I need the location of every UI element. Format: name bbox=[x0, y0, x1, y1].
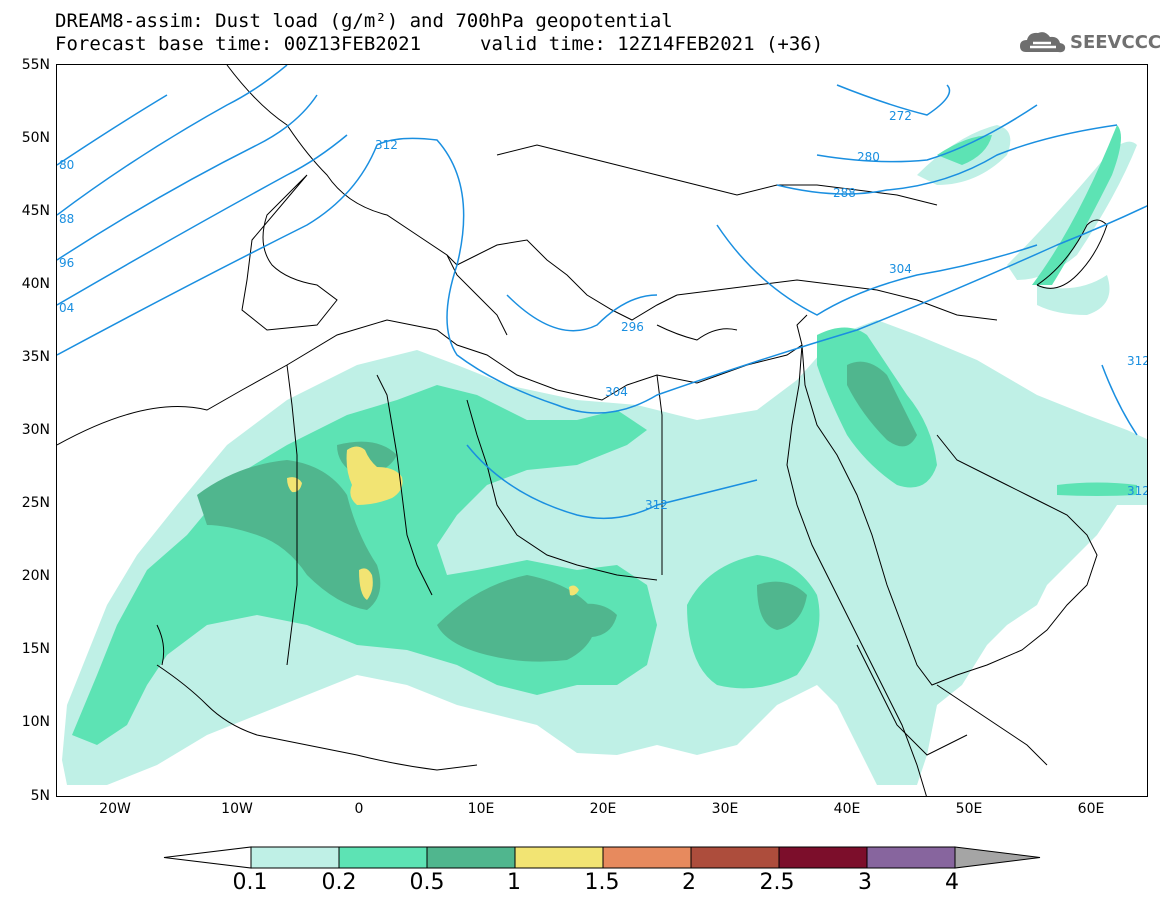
lat-label: 45N bbox=[21, 203, 50, 219]
contour-label: 288 bbox=[833, 186, 856, 200]
colorbar-segment bbox=[163, 846, 252, 869]
geopotential-contours bbox=[57, 65, 1147, 520]
lon-label: 10E bbox=[467, 801, 495, 817]
lon-label: 30E bbox=[711, 801, 739, 817]
colorbar-segment bbox=[426, 846, 516, 869]
colorbar-label: 0.5 bbox=[409, 870, 445, 895]
cloud-icon bbox=[1020, 32, 1066, 53]
colorbar-segment bbox=[250, 846, 340, 869]
colorbar-label: 3 bbox=[858, 870, 872, 895]
lon-label: 20E bbox=[589, 801, 617, 817]
lon-label: 10W bbox=[221, 801, 253, 817]
contour-label: 312 bbox=[1127, 354, 1148, 368]
logo-text: SEEVCCC bbox=[1070, 32, 1162, 53]
contour-label: 312 bbox=[375, 138, 398, 152]
contour-label: 04 bbox=[59, 301, 74, 315]
dust-layer-light bbox=[62, 125, 1147, 785]
map-area: 80 88 96 04 312 272 280 288 304 296 304 … bbox=[56, 64, 1148, 797]
colorbar-label: 2 bbox=[682, 870, 696, 895]
lon-label: 60E bbox=[1077, 801, 1105, 817]
lat-label: 55N bbox=[21, 57, 50, 73]
contour-label: 304 bbox=[889, 262, 912, 276]
colorbar-label: 1 bbox=[507, 870, 521, 895]
colorbar-segment bbox=[954, 846, 1041, 869]
map-title: DREAM8-assim: Dust load (g/m²) and 700hP… bbox=[55, 10, 673, 32]
contour-label: 96 bbox=[59, 256, 74, 270]
dust-layer-yellow bbox=[287, 446, 579, 600]
contour-label: 312 bbox=[1127, 484, 1148, 498]
valid-time: valid time: 12Z14FEB2021 (+36) bbox=[480, 33, 824, 55]
coastlines bbox=[57, 65, 1108, 796]
lat-label: 25N bbox=[21, 495, 50, 511]
colorbar-segment bbox=[602, 846, 692, 869]
colorbar-segment bbox=[866, 846, 956, 869]
map-subtitle: Forecast base time: 00Z13FEB2021 valid ti… bbox=[55, 33, 823, 55]
base-time: Forecast base time: 00Z13FEB2021 bbox=[55, 33, 422, 55]
contour-label: 304 bbox=[605, 385, 628, 399]
contour-label: 280 bbox=[857, 150, 880, 164]
colorbar bbox=[163, 846, 1041, 869]
lon-label: 40E bbox=[833, 801, 861, 817]
lat-label: 40N bbox=[21, 276, 50, 292]
contour-label: 296 bbox=[621, 320, 644, 334]
contour-label: 88 bbox=[59, 212, 74, 226]
colorbar-segment bbox=[514, 846, 604, 869]
colorbar-segment bbox=[338, 846, 428, 869]
lat-label: 10N bbox=[21, 714, 50, 730]
lat-label: 15N bbox=[21, 641, 50, 657]
lon-label: 50E bbox=[955, 801, 983, 817]
contour-label: 312 bbox=[645, 498, 668, 512]
colorbar-segment bbox=[778, 846, 868, 869]
lat-label: 30N bbox=[21, 422, 50, 438]
colorbar-label: 0.2 bbox=[321, 870, 357, 895]
map-canvas: 80 88 96 04 312 272 280 288 304 296 304 … bbox=[57, 65, 1148, 796]
contour-label: 80 bbox=[59, 158, 74, 172]
lat-label: 20N bbox=[21, 568, 50, 584]
contour-labels: 80 88 96 04 312 272 280 288 304 296 304 … bbox=[59, 109, 1148, 512]
colorbar-label: 1.5 bbox=[584, 870, 620, 895]
colorbar-label: 4 bbox=[945, 870, 959, 895]
colorbar-segment bbox=[690, 846, 780, 869]
lat-label: 50N bbox=[21, 130, 50, 146]
lat-label: 5N bbox=[30, 788, 50, 804]
contour-label: 272 bbox=[889, 109, 912, 123]
seevccc-logo: SEEVCCC bbox=[1018, 28, 1162, 58]
lon-label: 0 bbox=[354, 801, 364, 817]
lon-label: 20W bbox=[99, 801, 131, 817]
colorbar-label: 2.5 bbox=[759, 870, 795, 895]
lat-label: 35N bbox=[21, 349, 50, 365]
colorbar-label: 0.1 bbox=[232, 870, 268, 895]
